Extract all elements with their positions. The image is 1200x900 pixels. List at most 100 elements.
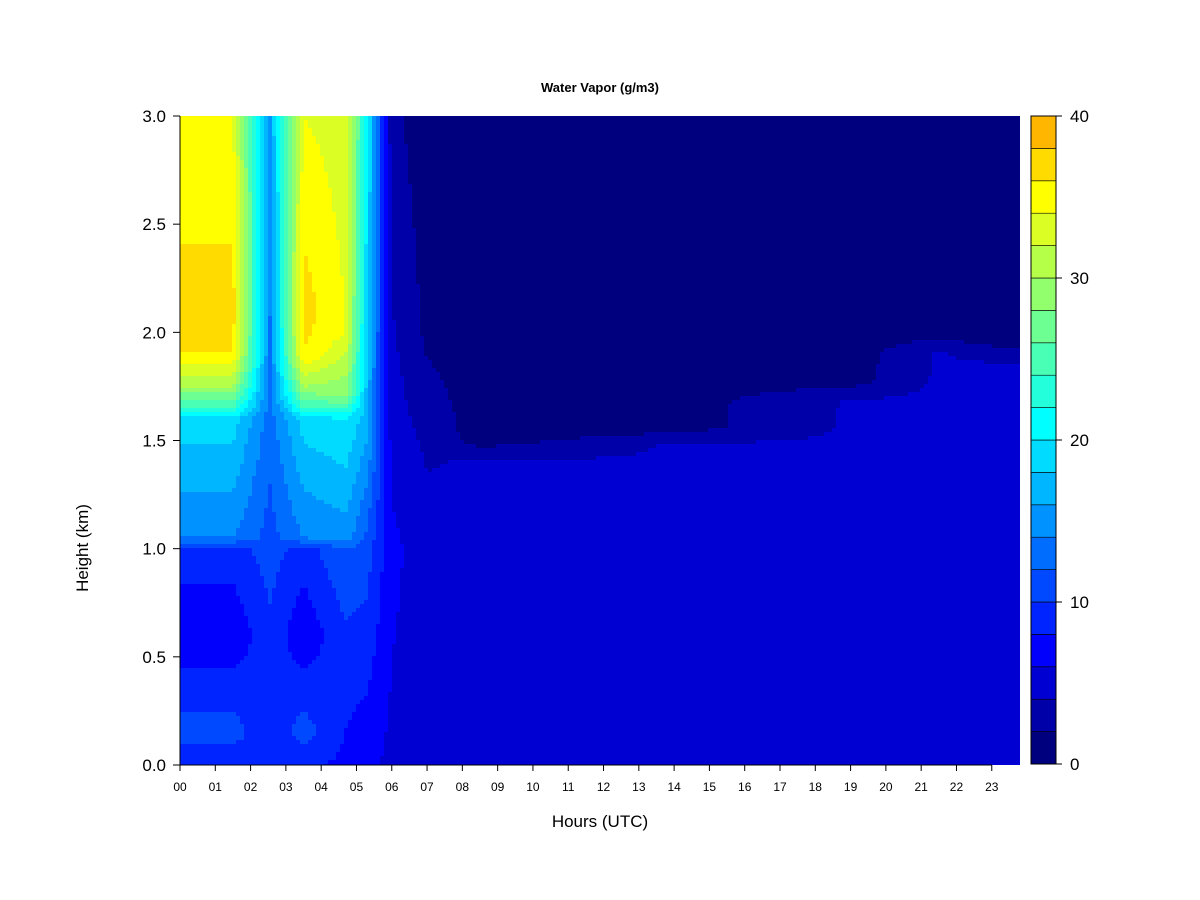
heatmap-cell <box>216 632 221 637</box>
heatmap-cell <box>220 236 225 241</box>
heatmap-cell <box>256 408 261 413</box>
heatmap-cell <box>232 232 237 237</box>
heatmap-cell <box>260 556 265 561</box>
heatmap-cell <box>204 200 209 205</box>
heatmap-cell <box>188 432 193 437</box>
heatmap-cell <box>272 232 277 237</box>
heatmap-cell <box>196 384 201 389</box>
heatmap-cell <box>252 460 257 465</box>
heatmap-cell <box>228 544 233 549</box>
heatmap-cell <box>264 416 269 421</box>
heatmap-cell <box>244 360 249 365</box>
heatmap-cell <box>208 192 213 197</box>
heatmap-cell <box>268 476 273 481</box>
heatmap-cell <box>236 484 241 489</box>
heatmap-cell <box>192 412 197 417</box>
heatmap-cell <box>244 532 249 537</box>
heatmap-cell <box>200 604 205 609</box>
heatmap-cell <box>240 644 245 649</box>
heatmap-cell <box>272 676 277 681</box>
heatmap-cell <box>200 232 205 237</box>
heatmap-cell <box>180 468 185 473</box>
heatmap-cell <box>256 216 261 221</box>
heatmap-cell <box>192 472 197 477</box>
heatmap-cell <box>204 532 209 537</box>
heatmap-cell <box>276 164 281 169</box>
heatmap-cell <box>228 272 233 277</box>
heatmap-cell <box>248 288 253 293</box>
heatmap-cell <box>228 476 233 481</box>
heatmap-cell <box>224 344 229 349</box>
heatmap-cell <box>244 748 249 753</box>
heatmap-cell <box>220 492 225 497</box>
heatmap-cell <box>188 388 193 393</box>
heatmap-cell <box>276 232 281 237</box>
heatmap-cell <box>236 568 241 573</box>
heatmap-cell <box>248 728 253 733</box>
heatmap-cell <box>220 428 225 433</box>
heatmap-cell <box>276 168 281 173</box>
heatmap-cell <box>276 260 281 265</box>
heatmap-cell <box>208 120 213 125</box>
heatmap-cell <box>196 252 201 257</box>
heatmap-cell <box>204 380 209 385</box>
heatmap-cell <box>248 684 253 689</box>
heatmap-cell <box>180 500 185 505</box>
heatmap-cell <box>252 724 257 729</box>
heatmap-cell <box>240 356 245 361</box>
heatmap-cell <box>272 360 277 365</box>
heatmap-cell <box>260 160 265 165</box>
heatmap-cell <box>204 276 209 281</box>
heatmap-cell <box>204 656 209 661</box>
heatmap-cell <box>248 172 253 177</box>
heatmap-cell <box>196 228 201 233</box>
heatmap-cell <box>188 752 193 757</box>
heatmap-cell <box>276 288 281 293</box>
heatmap-cell <box>188 320 193 325</box>
heatmap-cell <box>212 304 217 309</box>
heatmap-cell <box>196 224 201 229</box>
heatmap-cell <box>252 580 257 585</box>
heatmap-cell <box>228 468 233 473</box>
heatmap-cell <box>260 488 265 493</box>
heatmap-cell <box>184 252 189 257</box>
heatmap-cell <box>256 624 261 629</box>
heatmap-cell <box>256 328 261 333</box>
heatmap-cell <box>256 124 261 129</box>
heatmap-cell <box>224 632 229 637</box>
heatmap-cell <box>260 184 265 189</box>
heatmap-cell <box>244 148 249 153</box>
heatmap-cell <box>200 252 205 257</box>
heatmap-cell <box>216 616 221 621</box>
heatmap-cell <box>228 384 233 389</box>
heatmap-cell <box>256 600 261 605</box>
heatmap-cell <box>240 128 245 133</box>
heatmap-cell <box>248 488 253 493</box>
heatmap-cell <box>192 452 197 457</box>
heatmap-cell <box>232 588 237 593</box>
heatmap-cell <box>272 748 277 753</box>
heatmap-cell <box>260 468 265 473</box>
heatmap-cell <box>264 160 269 165</box>
heatmap-cell <box>184 644 189 649</box>
heatmap-cell <box>192 288 197 293</box>
heatmap-cell <box>264 136 269 141</box>
heatmap-cell <box>268 668 273 673</box>
heatmap-cell <box>228 280 233 285</box>
heatmap-cell <box>224 616 229 621</box>
heatmap-cell <box>252 192 257 197</box>
heatmap-cell <box>200 752 205 757</box>
heatmap-cell <box>208 472 213 477</box>
heatmap-cell <box>184 544 189 549</box>
heatmap-cell <box>184 460 189 465</box>
heatmap-cell <box>236 732 241 737</box>
heatmap-cell <box>208 280 213 285</box>
heatmap-cell <box>216 724 221 729</box>
heatmap-cell <box>276 444 281 449</box>
heatmap-cell <box>232 248 237 253</box>
heatmap-cell <box>204 740 209 745</box>
heatmap-cell <box>224 400 229 405</box>
heatmap-cell <box>228 504 233 509</box>
heatmap-cell <box>184 536 189 541</box>
heatmap-cell <box>220 136 225 141</box>
